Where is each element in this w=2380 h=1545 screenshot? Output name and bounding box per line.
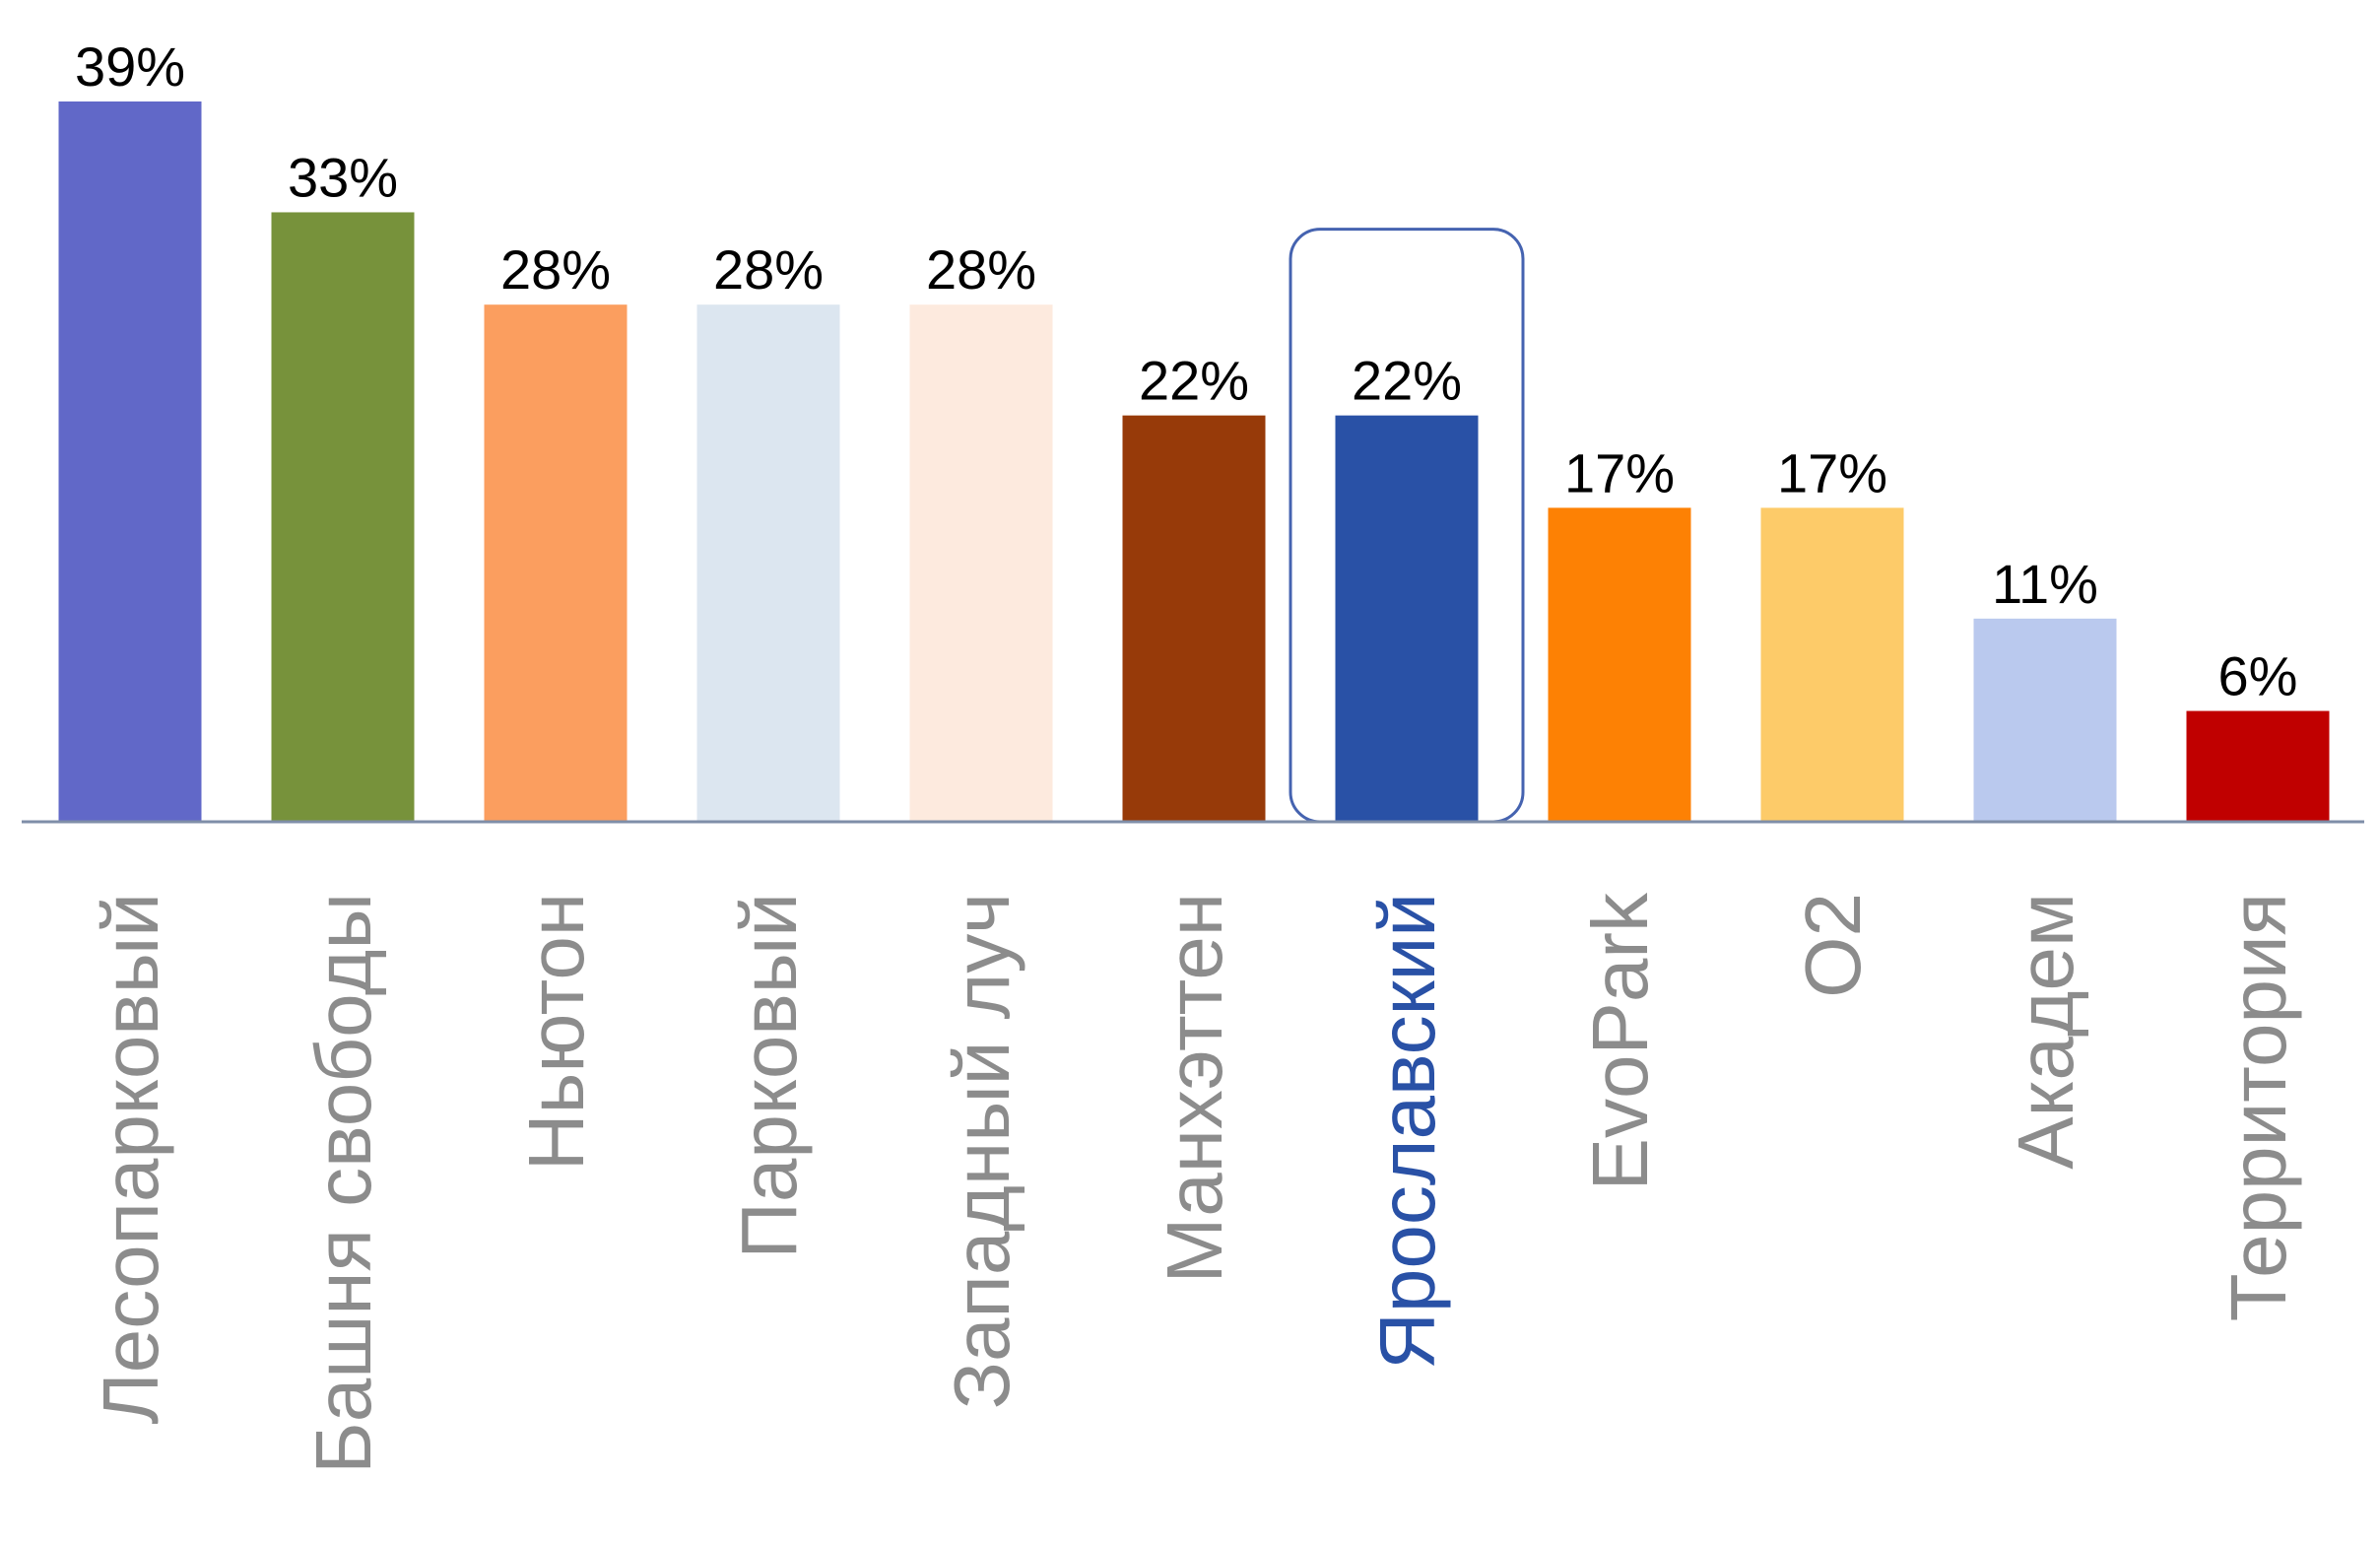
category-label-8: EvoPark bbox=[1576, 892, 1664, 1190]
data-label-11: 6% bbox=[2218, 645, 2298, 707]
data-label-10: 11% bbox=[1992, 553, 2098, 615]
data-label-9: 17% bbox=[1777, 441, 1887, 504]
bar-1 bbox=[58, 101, 202, 822]
bar-6 bbox=[1122, 415, 1266, 822]
data-label-8: 17% bbox=[1564, 441, 1675, 504]
bar-2 bbox=[271, 212, 415, 822]
bar-4 bbox=[696, 304, 840, 823]
category-label-2: Башня свободы bbox=[299, 893, 387, 1474]
data-label-6: 22% bbox=[1139, 350, 1249, 412]
category-label-6: Манхэттен bbox=[1151, 893, 1238, 1283]
category-label-3: Ньютон bbox=[512, 893, 600, 1171]
bar-7 bbox=[1335, 415, 1479, 822]
data-label-5: 28% bbox=[926, 238, 1036, 301]
category-label-9: O2 bbox=[1789, 893, 1877, 998]
bar-9 bbox=[1760, 507, 1904, 822]
bar-10 bbox=[1973, 618, 2117, 822]
data-label-1: 39% bbox=[75, 35, 185, 98]
data-label-4: 28% bbox=[713, 238, 824, 301]
bar-3 bbox=[484, 304, 628, 823]
category-label-5: Западный луч bbox=[938, 893, 1025, 1409]
data-label-7: 22% bbox=[1352, 350, 1462, 412]
bar-8 bbox=[1548, 507, 1691, 822]
data-label-2: 33% bbox=[288, 146, 398, 208]
data-label-3: 28% bbox=[500, 238, 611, 301]
bar-5 bbox=[909, 304, 1053, 823]
bar-11 bbox=[2186, 710, 2330, 822]
category-label-7: Ярославский bbox=[1363, 893, 1451, 1370]
category-label-11: Территория bbox=[2215, 893, 2302, 1321]
category-label-1: Лесопарковый bbox=[87, 893, 174, 1425]
category-label-10: Академ bbox=[2002, 893, 2089, 1170]
category-label-4: Парковый bbox=[725, 893, 813, 1259]
